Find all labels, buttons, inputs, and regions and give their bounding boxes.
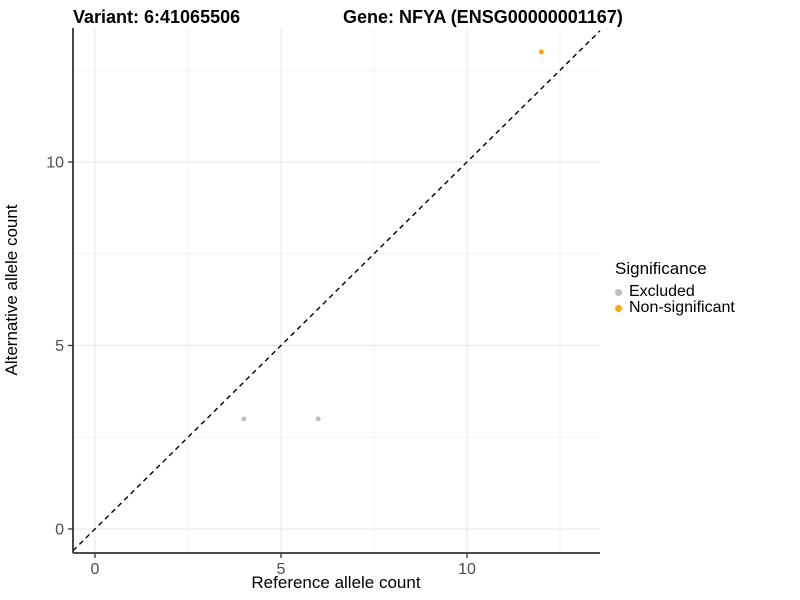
- legend-title: Significance: [615, 259, 707, 278]
- x-tick-label: 5: [277, 561, 286, 578]
- point-excluded: [315, 416, 321, 422]
- legend: Significance Excluded Non-significant: [615, 259, 735, 316]
- x-axis-label: Reference allele count: [251, 573, 420, 592]
- y-tick-label: 10: [46, 155, 64, 172]
- x-tick-label: 10: [458, 561, 476, 578]
- tick-labels: 0 5 10 0 5 10: [46, 155, 476, 579]
- legend-key-excluded-dot: [615, 288, 622, 296]
- plot-title-gene: Gene: NFYA (ENSG00000001167): [343, 7, 623, 27]
- x-tick-label: 0: [91, 561, 100, 578]
- legend-item-non-significant: Non-significant: [615, 299, 735, 316]
- point-non-significant: [538, 49, 544, 55]
- legend-label-excluded: Excluded: [629, 283, 695, 300]
- point-excluded: [241, 416, 247, 422]
- data-points: [241, 49, 544, 422]
- gridlines: [73, 28, 600, 553]
- plot-title-variant: Variant: 6:41065506: [73, 7, 241, 27]
- y-tick-label: 0: [55, 522, 64, 539]
- legend-label-non-significant: Non-significant: [629, 299, 735, 316]
- y-axis-label: Alternative allele count: [2, 204, 21, 375]
- y-tick-label: 5: [55, 338, 64, 355]
- legend-key-non-significant-dot: [615, 304, 622, 312]
- axes: [68, 28, 600, 558]
- legend-item-excluded: Excluded: [615, 283, 735, 300]
- dashed-identity-line: [72, 30, 601, 552]
- identity-reference-line: [72, 30, 601, 552]
